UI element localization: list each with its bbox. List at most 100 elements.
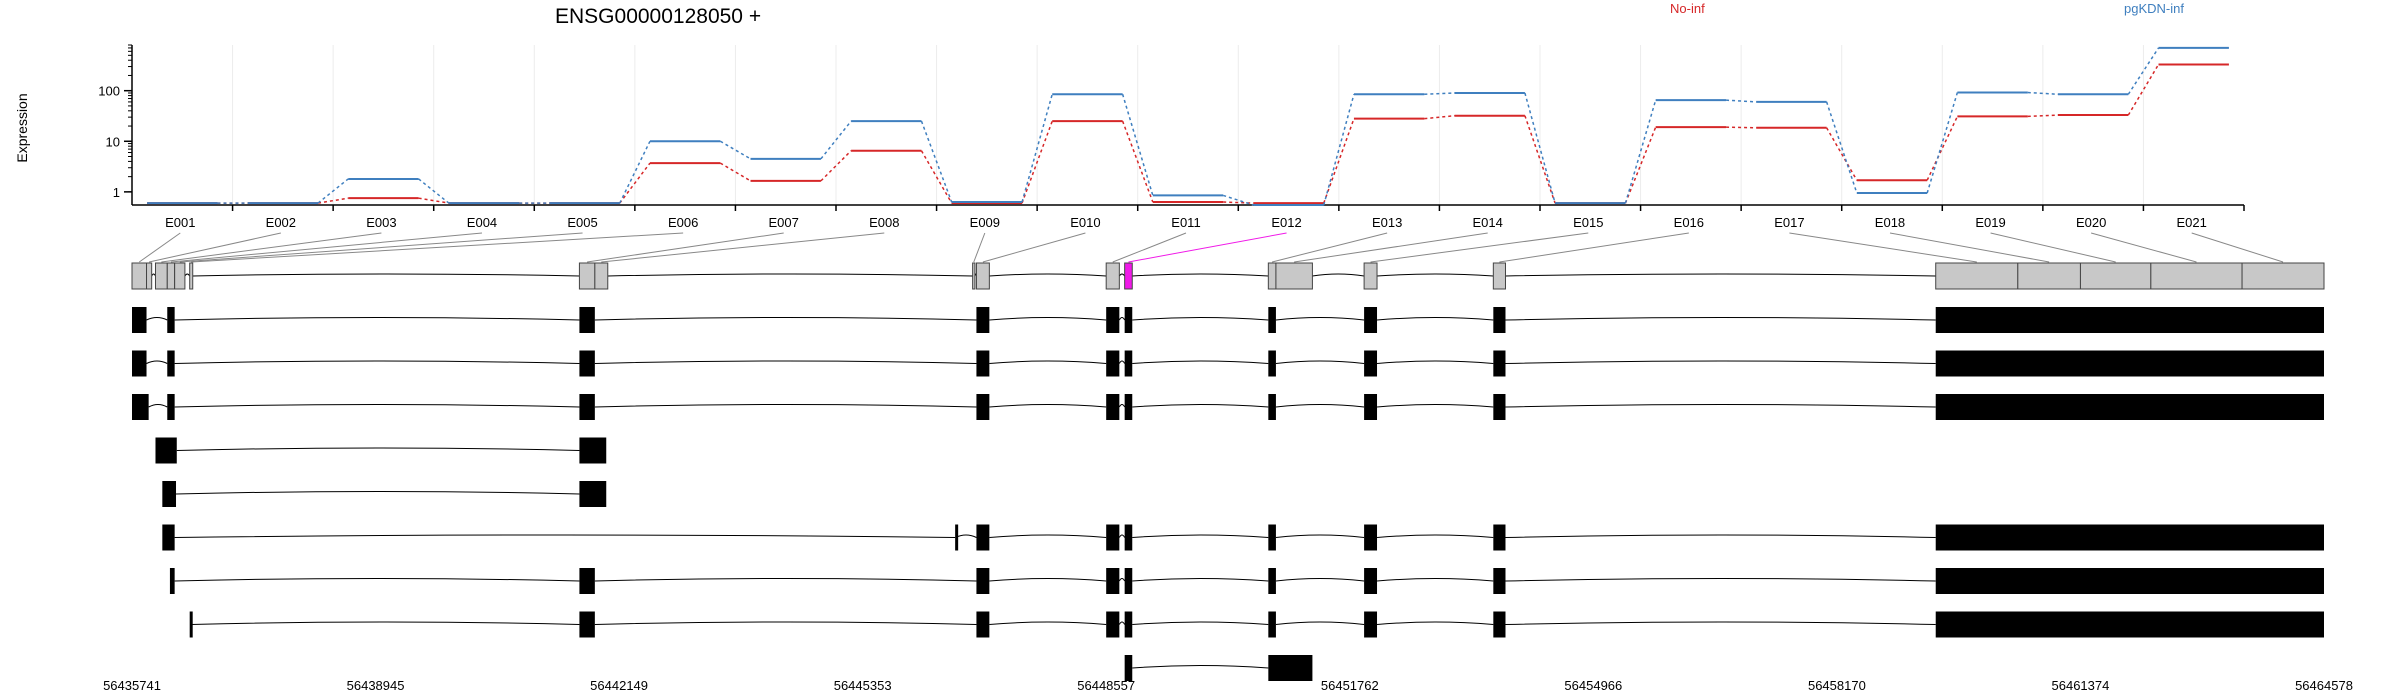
- transcript-exon: [1493, 524, 1506, 551]
- exon-E010: [975, 262, 990, 290]
- y-tick-label: 1: [113, 185, 120, 200]
- intron-line: [1505, 404, 1936, 408]
- data-connector: [1424, 114, 1455, 120]
- intron-line: [1132, 665, 1269, 669]
- connector-E002: [148, 232, 281, 263]
- transcript-exon: [1935, 307, 2324, 333]
- x-tick-label: E007: [769, 215, 799, 230]
- transcript-2: [132, 350, 2324, 377]
- data-connector: [1624, 126, 1657, 204]
- intron-line: [1118, 578, 1126, 582]
- connector-E012: [1128, 232, 1287, 263]
- exon-E012: [1124, 262, 1133, 290]
- connector-E010: [982, 232, 1086, 263]
- data-connector: [1323, 94, 1355, 206]
- chart-title: ENSG00000128050 +: [555, 5, 761, 28]
- expression-plot: 1 10 100 E001 E002 E003 E004 E005 E006 E007 E008 E0…: [98, 44, 2245, 230]
- transcript-7: [169, 568, 2324, 594]
- exon-E018: [2017, 262, 2081, 290]
- data-connector: [920, 120, 953, 203]
- exon-E003: [154, 262, 168, 290]
- y-axis-label: Expression: [14, 93, 30, 162]
- connector-E018: [1889, 232, 2050, 263]
- transcript-exon: [1124, 568, 1133, 594]
- connector-E015: [1370, 232, 1589, 263]
- connector-E016: [1499, 232, 1689, 263]
- intron-line: [1132, 404, 1269, 408]
- x-tick-label: E012: [1271, 215, 1301, 230]
- transcript-exon: [1364, 350, 1378, 377]
- connector-E020: [2090, 232, 2197, 263]
- intron-line: [1376, 621, 1494, 625]
- exon-E019: [2079, 262, 2152, 290]
- transcript-exon: [1268, 655, 1313, 681]
- data-connector: [317, 178, 349, 204]
- transcript-exon: [579, 611, 595, 638]
- intron-line: [176, 447, 580, 451]
- intron-line: [1275, 360, 1365, 364]
- transcript-3: [132, 394, 2324, 420]
- intron-line: [1132, 621, 1269, 625]
- data-connector: [1825, 127, 1858, 181]
- data-connector: [1424, 92, 1455, 96]
- transcript-exon: [1106, 568, 1120, 594]
- transcript-exon: [1106, 524, 1120, 551]
- genomic-tick-label: 56461374: [2052, 678, 2110, 693]
- data-connector: [1021, 120, 1053, 204]
- transcript-exon: [1124, 307, 1133, 333]
- connector-E019: [1990, 232, 2116, 263]
- intron-line: [174, 317, 580, 321]
- transcript-exon: [1935, 350, 2324, 377]
- transcript-exon: [1268, 394, 1276, 420]
- exon-E013: [1267, 262, 1277, 290]
- intron-line: [989, 360, 1107, 364]
- transcript-exon: [162, 524, 175, 551]
- transcript-exon: [1106, 611, 1120, 638]
- transcript-exon: [132, 350, 147, 377]
- intron-line: [1376, 360, 1494, 364]
- transcript-exon: [976, 611, 990, 638]
- gene-model-track: [131, 262, 2325, 290]
- transcript-exon: [976, 394, 990, 420]
- connector-E017: [1789, 232, 1977, 263]
- connector-E003: [161, 232, 382, 263]
- transcript-exon: [1124, 611, 1133, 638]
- transcript-exon: [1106, 394, 1120, 420]
- transcript-exon: [579, 437, 607, 464]
- intron-line: [1132, 578, 1269, 582]
- data-connector: [2027, 91, 2058, 96]
- connector-E005: [179, 232, 583, 263]
- x-tick-label: E015: [1573, 215, 1603, 230]
- connector-E011: [1112, 232, 1187, 263]
- intron-line: [174, 534, 956, 538]
- x-tick-label: E017: [1774, 215, 1804, 230]
- intron-line: [594, 404, 977, 408]
- transcript-exon: [976, 350, 990, 377]
- transcript-exon: [1364, 524, 1378, 551]
- x-tick-label: E006: [668, 215, 698, 230]
- genomic-tick-label: 56445353: [834, 678, 892, 693]
- legend-no-inf: No-inf: [1670, 1, 1705, 16]
- data-connector: [619, 162, 651, 204]
- connector-E008: [601, 232, 885, 263]
- intron-line: [175, 491, 580, 495]
- x-tick-label: E003: [366, 215, 396, 230]
- exon-E021: [2241, 262, 2325, 290]
- data-connector: [820, 150, 852, 182]
- intron-line: [989, 534, 1107, 538]
- x-tick-label: E020: [2076, 215, 2106, 230]
- transcript-exon: [1124, 524, 1133, 551]
- transcript-exon: [1935, 611, 2324, 638]
- transcript-exon: [1935, 524, 2324, 551]
- data-connector: [2027, 114, 2058, 118]
- x-tick-label: E002: [266, 215, 296, 230]
- intron-line: [1118, 317, 1126, 321]
- transcript-exon: [976, 307, 990, 333]
- intron-line: [989, 273, 1107, 277]
- series-pgkdn-inf: [147, 46, 2229, 206]
- transcript-5: [162, 481, 607, 507]
- genomic-tick-label: 56448557: [1077, 678, 1135, 693]
- transcript-exon: [579, 481, 607, 507]
- x-tick-label: E004: [467, 215, 497, 230]
